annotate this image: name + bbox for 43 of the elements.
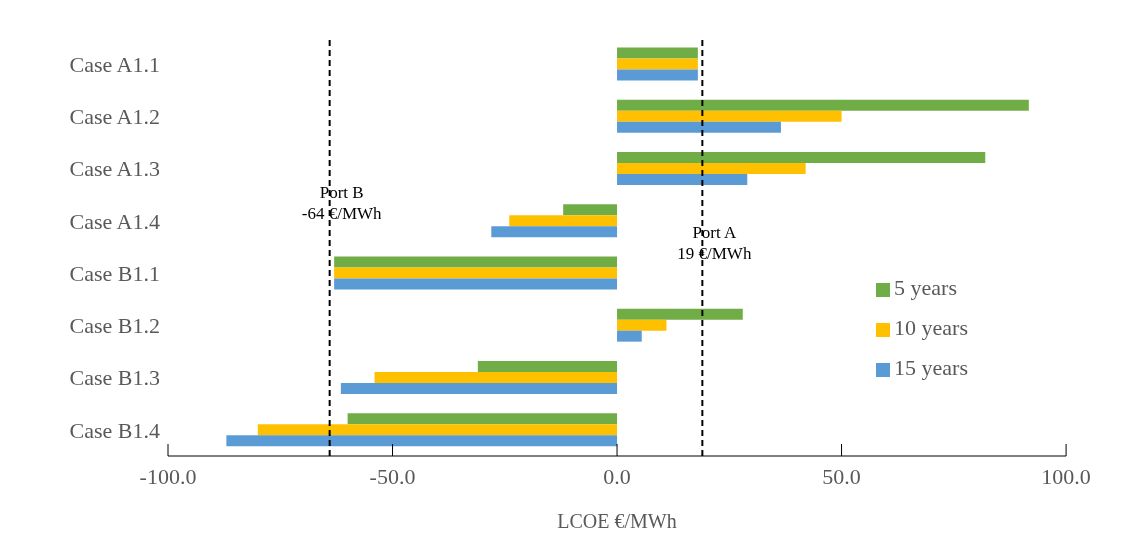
legend-label: 10 years [894, 315, 968, 340]
bar [617, 151, 986, 163]
x-tick-label: 100.0 [1041, 463, 1091, 489]
bar [617, 99, 1029, 111]
y-tick-label: Case B1.4 [69, 417, 160, 443]
bar [226, 435, 618, 447]
y-tick-label: Case B1.3 [69, 365, 160, 391]
bar [334, 267, 618, 279]
x-tick-label: -100.0 [139, 463, 197, 489]
x-tick-label: 50.0 [822, 463, 861, 489]
legend-label: 15 years [894, 355, 968, 380]
bar [563, 204, 618, 216]
bar [617, 173, 748, 185]
bar [617, 69, 698, 81]
bar [477, 360, 618, 372]
x-tick-label: -50.0 [369, 463, 416, 489]
bar [334, 256, 618, 268]
bar [617, 330, 642, 342]
y-tick-label: Case A1.1 [69, 51, 160, 77]
bar [617, 121, 781, 133]
bar [340, 382, 618, 394]
bar [374, 371, 618, 383]
y-tick-label: Case B1.1 [69, 260, 160, 286]
legend-label: 5 years [894, 275, 957, 300]
bar [617, 58, 698, 70]
bar [347, 413, 618, 425]
bar [617, 319, 667, 331]
bar [491, 226, 618, 238]
y-tick-label: Case B1.2 [69, 313, 160, 339]
y-tick-label: Case A1.2 [69, 104, 160, 130]
x-tick-label: 0.0 [603, 463, 631, 489]
y-tick-label: Case A1.4 [69, 208, 160, 234]
y-tick-label: Case A1.3 [69, 156, 160, 182]
bar [617, 110, 842, 122]
bar [257, 424, 618, 436]
x-axis-title: LCOE €/MWh [557, 510, 677, 532]
bar [509, 215, 618, 227]
bar [617, 162, 806, 174]
bar [334, 278, 618, 290]
ref-line-label: Port B -64 €/MWh [301, 183, 383, 223]
bar [617, 47, 698, 59]
bar [617, 308, 743, 320]
ref-line-label: Port A 19 €/MWh [677, 223, 752, 263]
